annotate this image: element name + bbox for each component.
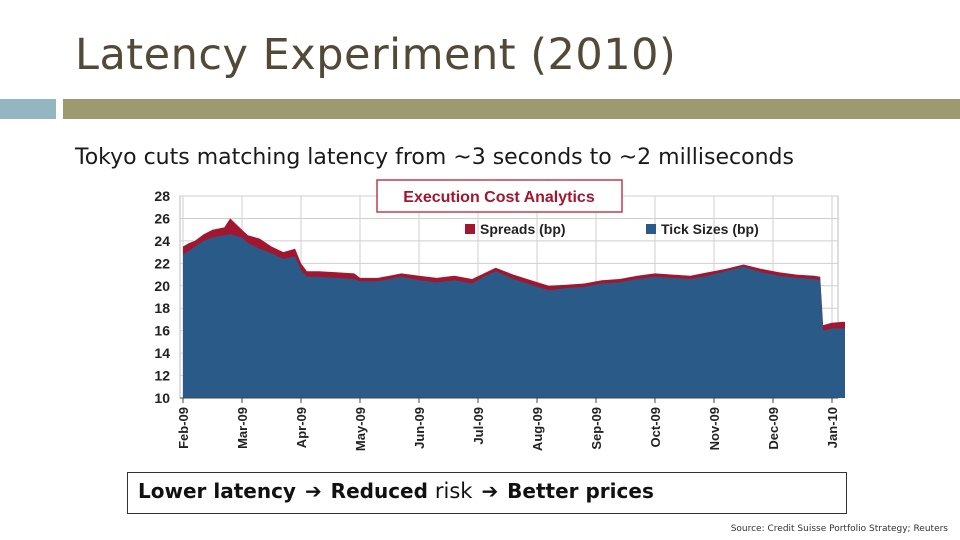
callout-box: Lower latency ➔ Reduced risk ➔ Better pr… xyxy=(127,472,847,514)
accent-bar-left xyxy=(0,99,56,119)
source-note: Source: Credit Suisse Portfolio Strategy… xyxy=(730,524,948,534)
x-tick-label: Nov-09 xyxy=(707,407,722,450)
slide-subtitle: Tokyo cuts matching latency from ~3 seco… xyxy=(75,145,794,170)
tick-sizes-area xyxy=(183,234,845,398)
x-tick-label: Oct-09 xyxy=(648,407,663,447)
y-tick-label: 10 xyxy=(154,390,170,406)
legend-label-spreads: Spreads (bp) xyxy=(480,221,566,237)
arrow-right-icon: ➔ xyxy=(481,479,499,503)
legend-swatch-spreads xyxy=(465,224,475,234)
callout-reduced: Reduced xyxy=(330,479,435,503)
callout-lower-latency: Lower latency xyxy=(138,479,296,503)
legend-label-tick-sizes: Tick Sizes (bp) xyxy=(661,221,759,237)
y-tick-label: 26 xyxy=(154,210,170,226)
y-tick-label: 14 xyxy=(154,345,170,361)
arrow-right-icon: ➔ xyxy=(304,479,322,503)
axis-layer: 10 12 14 16 18 20 22 24 26 28 Feb-09 Mar-09 Apr-09 Ma… xyxy=(154,188,840,451)
x-tick-label: Sep-09 xyxy=(589,407,604,450)
x-tick-label: May-09 xyxy=(353,407,368,451)
x-tick-label: Jun-09 xyxy=(412,407,427,449)
x-tick-label: Jul-09 xyxy=(471,407,486,445)
y-tick-label: 24 xyxy=(154,233,170,249)
chart-title-box: Execution Cost Analytics xyxy=(376,179,623,213)
y-tick-label: 28 xyxy=(154,188,170,204)
x-tick-label: Aug-09 xyxy=(530,407,545,451)
x-tick-label: Jan-10 xyxy=(825,407,840,448)
callout-risk: risk xyxy=(434,479,473,503)
callout-better-prices: Better prices xyxy=(507,479,654,503)
y-tick-label: 18 xyxy=(154,300,170,316)
y-tick-label: 22 xyxy=(154,255,170,271)
y-tick-label: 12 xyxy=(154,368,170,384)
area-layer xyxy=(183,218,845,398)
legend-swatch-tick-sizes xyxy=(646,224,656,234)
slide-title: Latency Experiment (2010) xyxy=(75,30,677,80)
accent-bar-right xyxy=(63,99,960,119)
y-tick-label: 16 xyxy=(154,323,170,339)
y-tick-label: 20 xyxy=(154,278,170,294)
x-tick-label: Apr-09 xyxy=(294,407,309,448)
x-tick-label: Mar-09 xyxy=(235,407,250,449)
x-tick-label: Dec-09 xyxy=(766,407,781,450)
x-tick-label: Feb-09 xyxy=(176,407,191,449)
execution-cost-chart: 10 12 14 16 18 20 22 24 26 28 Feb-09 Mar-09 Apr-09 Ma… xyxy=(154,179,845,451)
legend: Spreads (bp) Tick Sizes (bp) xyxy=(465,221,759,237)
chart-title: Execution Cost Analytics xyxy=(403,189,595,206)
